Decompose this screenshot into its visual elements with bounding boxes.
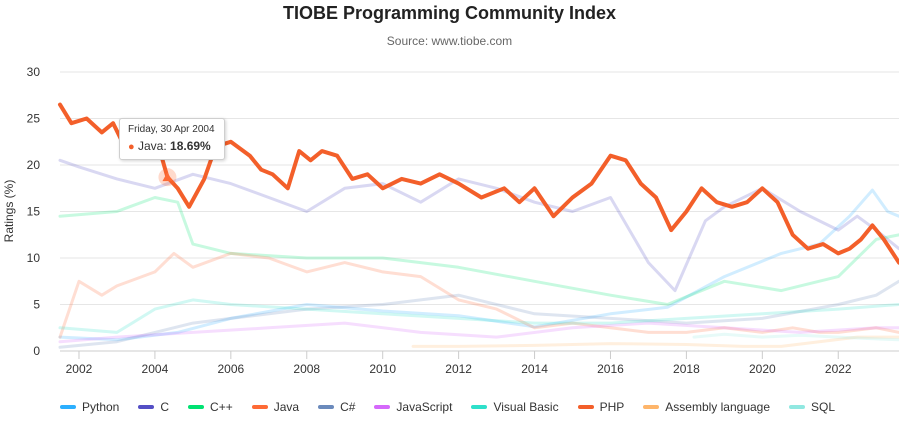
x-tick-label: 2012 — [445, 362, 472, 376]
x-tick-label: 2008 — [293, 362, 320, 376]
legend-label: C++ — [210, 400, 233, 414]
series-line-python[interactable] — [58, 188, 899, 342]
legend-swatch — [251, 405, 268, 409]
tooltip-series: Java — [138, 139, 164, 153]
tooltip-date: Friday, 30 Apr 2004 — [128, 124, 215, 135]
y-tick-label: 25 — [27, 112, 41, 126]
chart-title: TIOBE Programming Community Index — [282, 3, 617, 23]
series-line-c[interactable] — [58, 158, 899, 293]
tooltip-row: ● Java: 18.69% — [128, 139, 211, 153]
legend-label: C# — [340, 400, 356, 414]
y-axis-label: Ratings (%) — [2, 180, 16, 243]
grid-lines — [60, 71, 899, 352]
series-line-javascript[interactable] — [58, 321, 899, 344]
series-lines — [58, 102, 899, 349]
legend-item-c-[interactable]: C# — [318, 400, 355, 414]
legend-label: C — [160, 400, 170, 414]
legend-item-visual-basic[interactable]: Visual Basic — [471, 400, 559, 414]
legend-item-javascript[interactable]: JavaScript — [374, 400, 452, 414]
legend-item-java[interactable]: Java — [251, 400, 300, 414]
y-tick-label: 0 — [33, 344, 40, 358]
legend-swatch — [60, 405, 76, 409]
x-tick-label: 2016 — [597, 362, 624, 376]
series-line-sql[interactable] — [692, 332, 899, 342]
tooltip-value: 18.69% — [170, 139, 211, 153]
series-line-c-[interactable] — [58, 196, 899, 306]
y-tick-label: 30 — [27, 65, 41, 79]
legend-swatch — [643, 405, 660, 409]
x-axis: 2002 2004 2006 2008 2010 2012 2014 2016 2018 2020… — [66, 351, 852, 376]
y-tick-label: 20 — [27, 158, 41, 172]
legend-swatch — [471, 405, 488, 409]
tooltip-dot-icon: ● — [128, 141, 135, 153]
x-tick-label: 2006 — [217, 362, 244, 376]
y-tick-label: 5 — [33, 298, 40, 312]
legend-item-python[interactable]: Python — [60, 400, 119, 414]
legend-item-assembly-language[interactable]: Assembly language — [643, 400, 770, 414]
tooltip: Friday, 30 Apr 2004 ● Java: 18.69% — [119, 118, 225, 160]
x-tick-label: 2020 — [749, 362, 776, 376]
series-line-assembly-language[interactable] — [411, 335, 899, 348]
x-tick-label: 2010 — [369, 362, 396, 376]
legend-swatch — [138, 405, 155, 409]
x-tick-label: 2022 — [825, 362, 852, 376]
legend: Python C C++ Java C# JavaScript Visual Basic PH… — [60, 400, 860, 414]
x-tick-label: 2018 — [673, 362, 700, 376]
legend-label: Java — [273, 400, 300, 414]
legend-item-c[interactable]: C — [138, 400, 169, 414]
series-line-visual-basic[interactable] — [58, 298, 899, 334]
chart-subtitle: Source: www.tiobe.com — [386, 34, 513, 48]
hover-point — [162, 172, 173, 182]
y-tick-label: 15 — [27, 205, 41, 219]
y-axis-ticks: 0 5 10 15 20 25 30 — [27, 65, 41, 358]
series-line-java[interactable] — [58, 251, 899, 339]
legend-item-php[interactable]: PHP — [577, 400, 625, 414]
legend-item-c-[interactable]: C++ — [188, 400, 233, 414]
series-line-c-[interactable] — [58, 279, 899, 349]
legend-label: Python — [82, 400, 120, 414]
legend-swatch — [318, 405, 335, 409]
y-tick-label: 10 — [27, 251, 41, 265]
legend-label: PHP — [599, 400, 625, 414]
legend-swatch — [374, 405, 391, 409]
legend-swatch — [577, 405, 594, 409]
legend-swatch — [188, 405, 205, 409]
legend-label: Assembly language — [665, 400, 771, 414]
x-tick-label: 2002 — [66, 362, 93, 376]
legend-label: SQL — [811, 400, 836, 414]
x-tick-label: 2004 — [142, 362, 169, 376]
legend-swatch — [789, 405, 806, 409]
legend-label: JavaScript — [396, 400, 453, 414]
series-line-php[interactable] — [58, 102, 899, 265]
legend-label: Visual Basic — [493, 400, 559, 414]
legend-item-sql[interactable]: SQL — [789, 400, 835, 414]
hover-marker — [158, 168, 177, 187]
x-tick-label: 2014 — [521, 362, 548, 376]
